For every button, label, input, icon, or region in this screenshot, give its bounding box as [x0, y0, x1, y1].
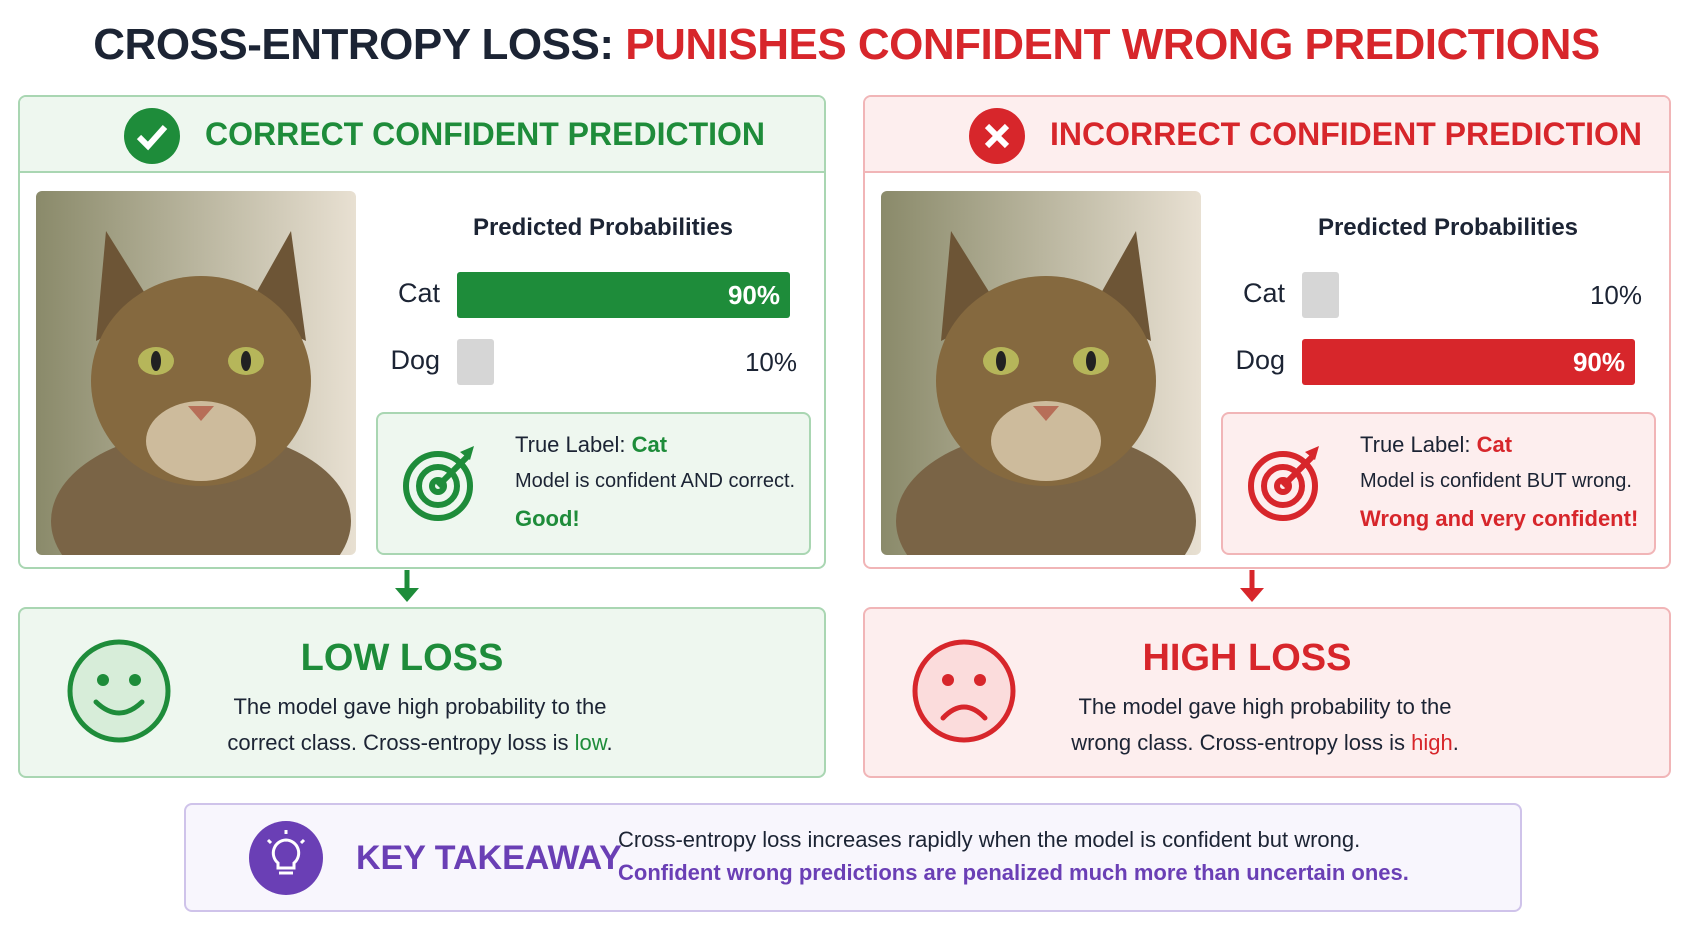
class-label: Cat	[1242, 278, 1285, 308]
true-label-value: Cat	[631, 432, 668, 457]
arrow	[392, 570, 422, 604]
loss-title: HIGH LOSS	[1142, 637, 1352, 679]
title-part: PUNISHES CONFIDENT WRONG PREDICTIONS	[625, 20, 1600, 69]
photo	[36, 191, 356, 555]
target-icon	[400, 442, 480, 522]
verdict: Good!	[515, 506, 580, 531]
prob-label: 90%	[1572, 347, 1625, 377]
loss-title: LOW LOSS	[300, 637, 504, 679]
loss-word: low	[574, 730, 607, 755]
takeaway-title: KEY TAKEAWAY	[356, 839, 622, 877]
panel-heading: CORRECT CONFIDENT PREDICTION	[205, 116, 765, 152]
true-label-value: Cat	[1476, 432, 1513, 457]
takeaway-box: KEY TAKEAWAY Cross-entropy loss increase…	[184, 803, 1522, 912]
loss-text-body: The model gave high probability to the c…	[227, 694, 607, 755]
face-icon	[66, 638, 172, 744]
takeaway-line: Confident wrong predictions are penalize…	[618, 860, 1409, 885]
class-label: Dog	[390, 345, 440, 375]
photo	[881, 191, 1201, 555]
target-icon	[1245, 442, 1325, 522]
status-icon	[124, 108, 180, 164]
probabilities-title: Predicted Probabilities	[1317, 214, 1579, 241]
class-label: Dog	[1235, 345, 1285, 375]
class-label: Cat	[397, 278, 440, 308]
panel: CORRECT CONFIDENT PREDICTION Predicted P…	[18, 95, 826, 569]
verdict: Wrong and very confident!	[1360, 506, 1639, 531]
loss-text-body: The model gave high probability to the w…	[1071, 694, 1452, 755]
panel-column: CORRECT CONFIDENT PREDICTION Predicted P…	[18, 0, 826, 929]
true-label: True Label: Cat	[1360, 432, 1512, 458]
title-part: CROSS-ENTROPY LOSS:	[93, 20, 614, 69]
face-icon	[911, 638, 1017, 744]
info-box: True Label: Cat Model is confident AND co…	[376, 412, 811, 555]
probabilities-title: Predicted Probabilities	[472, 214, 734, 241]
panel-heading: INCORRECT CONFIDENT PREDICTION	[1050, 116, 1642, 152]
prob-bar	[457, 272, 790, 318]
statement: Model is confident BUT wrong.	[1360, 470, 1632, 492]
true-label: True Label: Cat	[515, 432, 667, 458]
statement: Model is confident AND correct.	[515, 470, 796, 492]
prob-label: 90%	[727, 280, 780, 310]
info-box: True Label: Cat Model is confident BUT wr…	[1221, 412, 1656, 555]
prob-bar	[1302, 339, 1635, 385]
cat-image	[36, 191, 356, 555]
true-label-key: True Label:	[515, 432, 626, 457]
cat-image	[881, 191, 1201, 555]
title: CROSS-ENTROPY LOSS: PUNISHES CONFIDENT W…	[0, 20, 1693, 70]
panel: INCORRECT CONFIDENT PREDICTION Predicted…	[863, 95, 1671, 569]
loss-text: The model gave high probability to the w…	[1065, 689, 1465, 761]
panel-column: INCORRECT CONFIDENT PREDICTION Predicted…	[863, 0, 1671, 929]
loss-word: high	[1411, 730, 1453, 755]
prob-label: 10%	[1589, 280, 1642, 310]
loss-end: .	[606, 730, 613, 755]
loss-box: HIGH LOSS The model gave high probability…	[863, 607, 1671, 778]
prob-label: 10%	[744, 347, 797, 377]
prob-bar	[457, 339, 494, 385]
arrow	[1237, 570, 1267, 604]
loss-box: LOW LOSS The model gave high probability …	[18, 607, 826, 778]
bulb-icon	[249, 821, 323, 895]
prob-bar	[1302, 272, 1339, 318]
takeaway-line: Cross-entropy loss increases rapidly whe…	[618, 827, 1361, 852]
loss-text: The model gave high probability to the c…	[220, 689, 620, 761]
true-label-key: True Label:	[1360, 432, 1471, 457]
loss-end: .	[1452, 730, 1459, 755]
status-icon	[969, 108, 1025, 164]
